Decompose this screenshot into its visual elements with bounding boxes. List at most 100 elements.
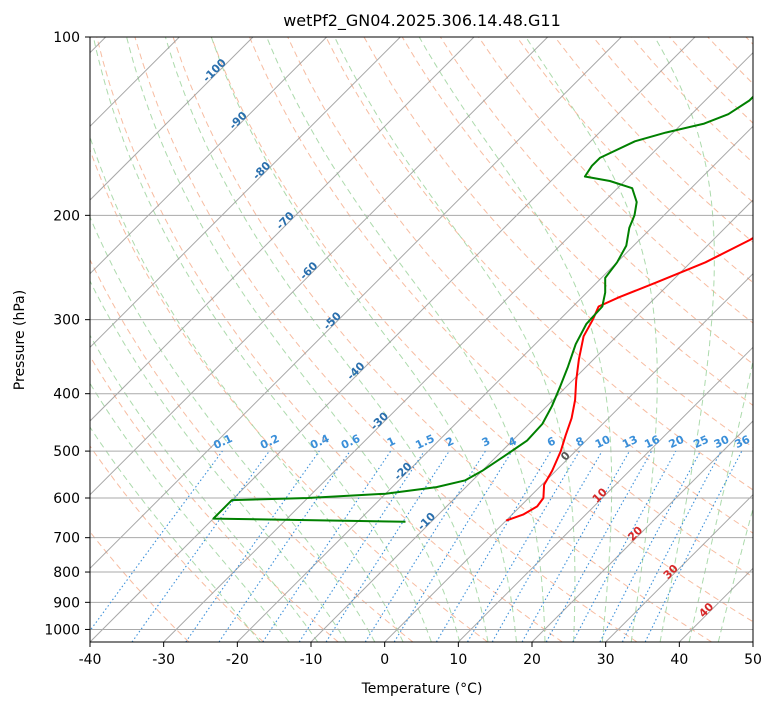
moist-adiabat	[418, 37, 613, 642]
x-tick-label: -40	[79, 652, 102, 668]
y-tick-label: 300	[53, 313, 80, 329]
mixing-ratio-label: 0.6	[339, 432, 362, 452]
isotherm-line	[90, 37, 401, 349]
dry-adiabat	[90, 258, 414, 642]
moist-adiabat	[90, 382, 290, 642]
isotherm-label: -20	[391, 459, 414, 482]
moist-adiabat	[126, 37, 461, 642]
dry-adiabat	[745, 37, 753, 45]
isotherm-label: -60	[297, 259, 320, 282]
x-tick-label: 0	[380, 652, 389, 668]
dry-adiabat	[287, 37, 753, 534]
isotherm-line	[384, 272, 753, 642]
y-tick-label: 500	[53, 444, 80, 460]
chart-title: wetPf2_GN04.2025.306.14.48.G11	[283, 11, 561, 31]
isotherm-label: -50	[321, 309, 344, 332]
moist-adiabat	[92, 37, 432, 642]
temperature-profile	[505, 236, 753, 522]
isotherm-line	[310, 199, 753, 642]
mixing-ratio-label: 0.2	[258, 432, 281, 452]
mixing-ratio-line	[131, 450, 270, 642]
mixing-ratio-label: 30	[712, 433, 732, 451]
mixing-ratio-label: 20	[667, 433, 687, 451]
isotherm-line	[752, 641, 753, 642]
dry-adiabat	[96, 37, 563, 642]
mixing-ratio-line	[572, 450, 677, 642]
x-tick-label: -10	[300, 652, 323, 668]
moist-adiabat	[525, 37, 658, 642]
dry-adiabat	[90, 531, 190, 642]
mixing-ratio-label: 0.4	[308, 432, 331, 452]
mixing-ratio-label: 36	[733, 433, 753, 451]
dry-adiabat	[90, 445, 264, 642]
dry-adiabat	[516, 37, 753, 284]
y-tick-label: 600	[53, 491, 80, 507]
isotherm-line	[90, 37, 696, 642]
mixing-ratio-line	[521, 450, 630, 642]
dry-adiabat	[478, 37, 753, 324]
mixing-ratio-line	[262, 450, 392, 642]
isotherm-label: -40	[344, 359, 367, 382]
y-tick-label: 700	[53, 531, 80, 547]
dry-adiabat	[249, 37, 753, 578]
isotherm-label: 20	[625, 523, 645, 543]
moist-adiabat	[90, 135, 404, 642]
mixing-ratio-line	[644, 450, 743, 642]
x-tick-label: 30	[597, 652, 615, 668]
mixing-ratio-line	[218, 450, 351, 642]
x-axis-title: Temperature (°C)	[361, 681, 483, 697]
moist-adiabat	[164, 37, 489, 642]
isotherm-line	[531, 420, 753, 642]
mixing-ratio-label: 2	[444, 434, 456, 449]
mixing-ratio-label: 3	[480, 434, 492, 449]
isotherm-line	[90, 37, 254, 201]
x-tick-label: -30	[152, 652, 175, 668]
mixing-ratio-label: 1	[385, 434, 397, 449]
y-tick-label: 100	[53, 30, 80, 46]
moist-adiabat	[90, 215, 376, 642]
isotherm-line	[605, 493, 753, 642]
dewpoint-profile	[212, 95, 753, 523]
moist-adiabat	[90, 279, 347, 642]
line-label-layer: 0.1 0.2 0.4 0.6 1 1.5 2 3 4 6 8 10 13 16 20 25 30 36-100-…	[200, 56, 752, 620]
isotherm-label: 40	[696, 600, 716, 620]
mixing-ratio-line	[90, 450, 223, 632]
mixing-ratio-line	[393, 450, 513, 642]
y-tick-label: 200	[53, 208, 80, 224]
mixing-ratio-line	[185, 450, 320, 642]
series-layer	[212, 95, 753, 523]
mixing-ratio-label: 13	[620, 433, 639, 451]
x-tick-label: -20	[226, 652, 249, 668]
mixing-ratio-label: 6	[545, 434, 558, 449]
mixing-ratio-line	[325, 450, 450, 642]
dry-adiabat	[90, 148, 488, 642]
dry-adiabat	[439, 37, 753, 365]
grid-layer	[90, 37, 753, 642]
isotherm-line	[90, 37, 549, 496]
y-tick-label: 1000	[44, 622, 80, 638]
dry-adiabat	[210, 37, 753, 623]
mixing-ratio-label: 0.1	[211, 432, 234, 452]
isotherm-label: -30	[368, 409, 391, 432]
moist-adiabat	[90, 334, 319, 642]
x-tick-label: 20	[523, 652, 541, 668]
isotherm-label: 10	[590, 485, 610, 505]
mixing-ratio-label: 25	[691, 433, 710, 451]
y-tick-label: 800	[53, 565, 80, 581]
mixing-ratio-line	[435, 450, 552, 642]
mixing-ratio-label: 10	[593, 433, 613, 451]
isotherm-label: -70	[274, 209, 297, 232]
x-tick-label: 40	[670, 652, 688, 668]
mixing-ratio-line	[298, 450, 425, 642]
mixing-ratio-line	[545, 450, 653, 642]
isotherm-line	[90, 37, 328, 275]
mixing-ratio-label: 16	[642, 433, 662, 451]
tick-layer: -40 -30 -20 -10 0 10 20 30 40 5010020030040050060…	[44, 30, 762, 668]
y-tick-label: 900	[53, 595, 80, 611]
x-tick-label: 50	[744, 652, 762, 668]
moist-adiabat	[688, 358, 753, 642]
mixing-ratio-line	[599, 450, 701, 642]
dry-adiabat	[90, 355, 339, 642]
y-tick-label: 400	[53, 387, 80, 403]
